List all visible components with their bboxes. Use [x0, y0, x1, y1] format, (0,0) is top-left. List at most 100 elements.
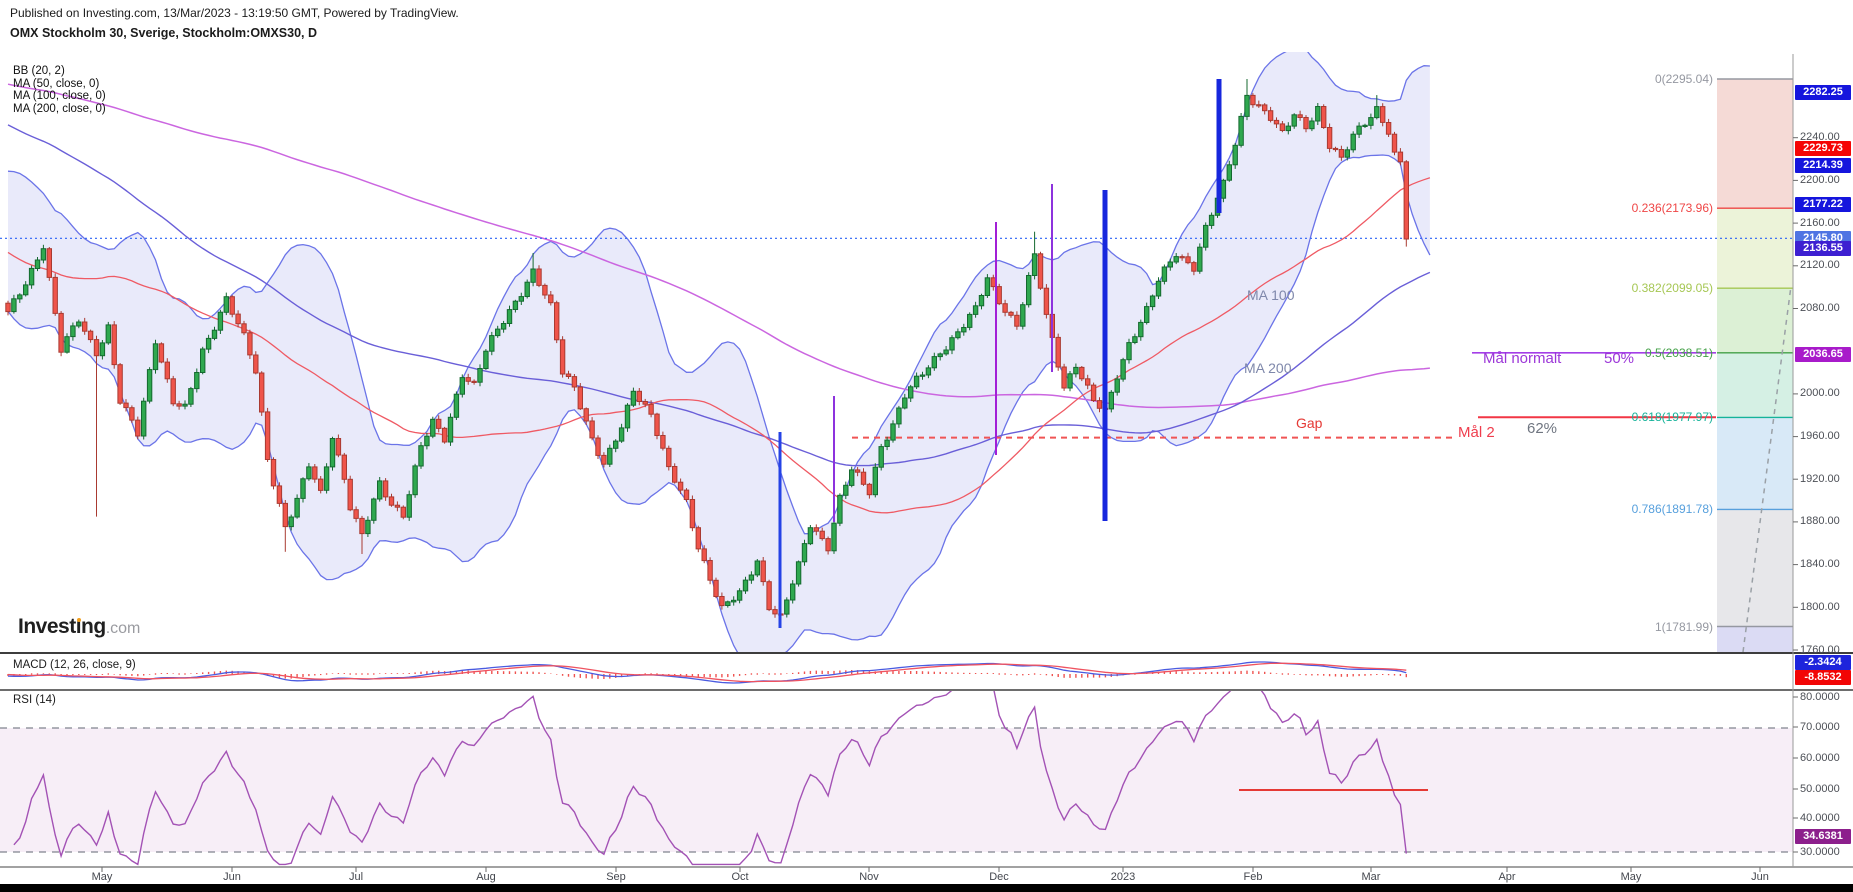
candle — [1315, 106, 1321, 122]
candle — [1285, 125, 1291, 132]
time-axis-month[interactable]: 2023 — [1110, 871, 1136, 883]
time-axis-month[interactable]: Feb — [1243, 871, 1263, 883]
candle — [52, 276, 58, 314]
candle — [565, 373, 572, 377]
candle — [300, 478, 306, 499]
candle — [1132, 336, 1138, 344]
logo-text: Invest — [18, 615, 76, 638]
candle — [1244, 94, 1250, 117]
rsi-value-badge: 34.6381 — [1795, 828, 1851, 844]
time-axis-month[interactable]: Jun — [223, 871, 241, 883]
candle — [713, 579, 719, 597]
published-line: Published on Investing.com, 13/Mar/2023 … — [10, 6, 459, 20]
candle — [365, 519, 371, 535]
candle — [554, 302, 560, 341]
time-axis-month[interactable]: Mar — [1361, 871, 1381, 883]
mal-normalt-label: Mål normalt — [1483, 350, 1562, 367]
candle — [583, 408, 589, 422]
candle — [524, 281, 530, 298]
candle — [719, 596, 725, 607]
rsi-line — [13, 691, 1407, 866]
candle — [1374, 106, 1380, 119]
candle — [1279, 123, 1286, 132]
candle — [34, 259, 41, 269]
candle — [211, 329, 218, 339]
time-axis-month[interactable]: Jun — [1751, 871, 1769, 883]
candle — [1173, 256, 1179, 263]
candle — [660, 435, 666, 449]
candle — [40, 248, 47, 261]
price-tick-label: 1920.00 — [1800, 472, 1840, 485]
candle — [5, 302, 11, 313]
candle — [925, 367, 932, 376]
investing-logo: Investı ng.com — [18, 615, 141, 638]
ma200-label: MA 200 — [1244, 360, 1292, 376]
candle — [64, 336, 70, 353]
candle — [666, 447, 672, 468]
price-badge: 2036.65 — [1795, 347, 1851, 363]
time-axis-month[interactable]: Oct — [731, 871, 749, 883]
candle — [335, 438, 342, 456]
candle — [1380, 106, 1386, 123]
candle — [205, 337, 212, 350]
candle — [955, 331, 961, 339]
candle — [1008, 311, 1014, 316]
candle — [1020, 304, 1026, 327]
time-axis-month[interactable]: Apr — [1498, 871, 1516, 883]
rsi-tick-label: 70.0000 — [1800, 720, 1840, 733]
candle — [1397, 151, 1404, 163]
candle — [70, 325, 76, 338]
time-axis-month[interactable]: Sep — [606, 871, 626, 883]
candle — [636, 390, 642, 402]
time-axis-month[interactable]: May — [1620, 871, 1642, 883]
bollinger-lower — [7, 154, 1431, 653]
candle — [1085, 378, 1091, 386]
candle — [825, 538, 831, 552]
candle — [577, 386, 583, 410]
candle — [188, 388, 194, 405]
candle — [111, 324, 117, 366]
candle — [1114, 378, 1120, 393]
candle — [701, 548, 707, 562]
candle — [725, 601, 731, 606]
candle — [1344, 149, 1350, 158]
time-axis-month[interactable]: Nov — [859, 871, 879, 883]
candle — [1155, 280, 1162, 297]
candle — [1073, 366, 1079, 375]
gap-label: Gap — [1296, 415, 1323, 431]
candle — [323, 466, 330, 491]
candle — [902, 397, 908, 409]
candle — [766, 581, 772, 611]
time-axis-month[interactable]: Dec — [989, 871, 1009, 883]
candle — [259, 372, 265, 413]
candle — [76, 321, 82, 327]
candle — [353, 509, 359, 519]
candle — [831, 522, 837, 552]
macd-value-badge: -8.8532 — [1795, 669, 1851, 685]
legend-item: MA (50, close, 0) — [13, 77, 100, 90]
price-badge: 2177.22 — [1795, 197, 1851, 213]
price-tick-label: 2240.00 — [1800, 131, 1840, 144]
candle — [182, 403, 188, 407]
candle — [294, 497, 300, 518]
time-axis-month[interactable]: May — [91, 871, 113, 883]
price-tick-label: 2160.00 — [1800, 216, 1840, 229]
candle — [890, 423, 896, 441]
price-tick-label: 2000.00 — [1800, 387, 1840, 400]
candle — [276, 485, 283, 504]
candle — [736, 590, 743, 601]
candle — [1167, 261, 1173, 268]
candle — [1161, 266, 1168, 282]
candle — [1250, 94, 1256, 106]
candle — [884, 439, 890, 448]
candle — [1273, 119, 1280, 125]
time-axis-month[interactable]: Aug — [476, 871, 496, 883]
candle — [707, 560, 713, 581]
candle — [282, 502, 289, 528]
candle — [1031, 253, 1038, 277]
time-axis-month[interactable]: Jul — [348, 871, 364, 883]
fib-zone — [1717, 288, 1793, 353]
candle — [990, 277, 996, 288]
candle — [135, 419, 141, 437]
